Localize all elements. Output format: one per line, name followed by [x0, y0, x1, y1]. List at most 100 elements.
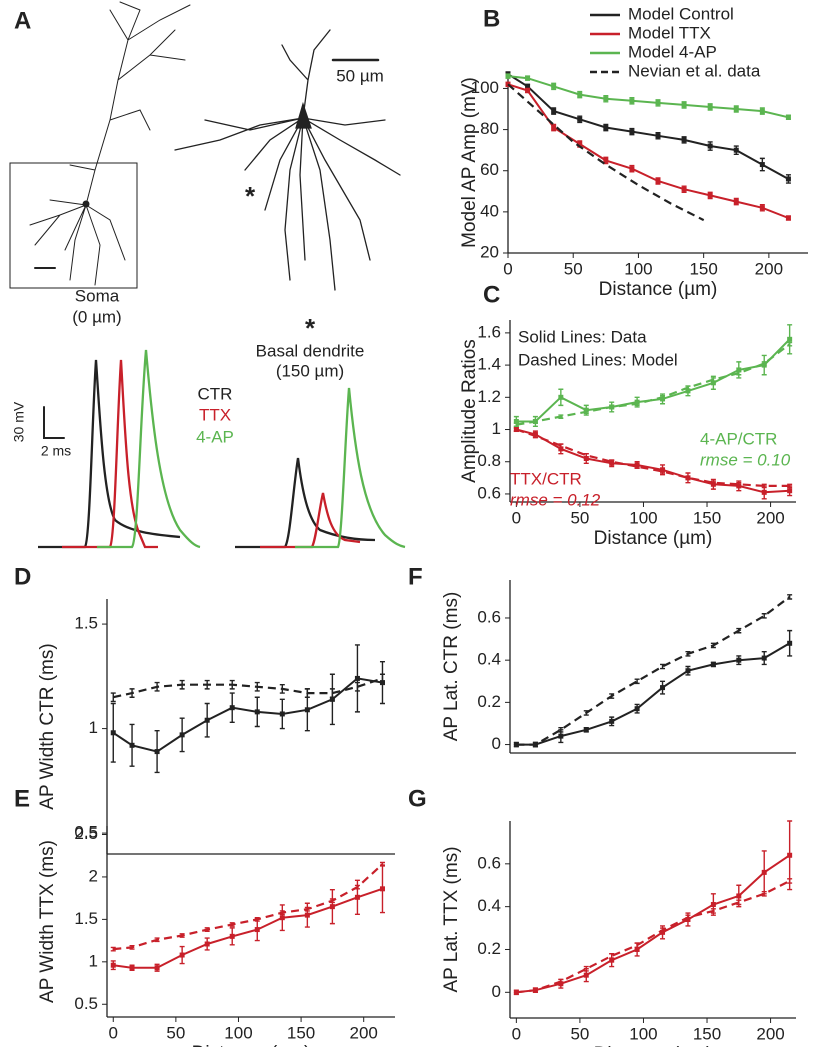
- x-tick-label: 100: [624, 259, 652, 278]
- error-bar: [532, 987, 538, 994]
- legend-label: TTX: [199, 405, 231, 424]
- marker: [354, 894, 360, 900]
- marker: [629, 166, 635, 172]
- error-bar: [154, 937, 160, 943]
- x-tick-label: 100: [629, 508, 657, 527]
- x-tick-label: 0: [512, 1024, 521, 1043]
- error-bar: [736, 899, 742, 906]
- trace-ctr: [235, 457, 376, 549]
- error-bar: [685, 651, 691, 657]
- error-bar: [736, 627, 742, 634]
- marker: [710, 902, 716, 908]
- panel-label: F: [408, 563, 423, 590]
- marker: [785, 215, 791, 221]
- marker: [304, 912, 310, 918]
- x-tick-label: 150: [287, 1023, 315, 1042]
- marker: [629, 98, 635, 104]
- marker: [707, 143, 713, 149]
- x-tick-label: 200: [755, 259, 783, 278]
- trace-ttx: [62, 359, 158, 549]
- chart: F 0 0.2 0.4 0.6 AP Lat. CTR (ms): [408, 563, 796, 754]
- dashed-line: [516, 343, 791, 426]
- error-bar: [532, 741, 538, 748]
- marker: [129, 742, 135, 748]
- x-tick-label: 200: [756, 508, 784, 527]
- trace-4ap: [295, 387, 406, 549]
- marker: [583, 972, 589, 978]
- error-bar: [532, 419, 538, 424]
- x-tick-label: 150: [693, 1024, 721, 1043]
- marker: [204, 941, 210, 947]
- neuron-right: [174, 29, 401, 291]
- chart: G 0 0.2 0.4 0.6 0 50 100 150 200 Distance (µm) AP L…: [408, 785, 796, 1047]
- y-axis-label: Amplitude Ratios: [459, 339, 480, 483]
- marker: [379, 886, 385, 892]
- marker: [660, 685, 666, 691]
- marker: [609, 957, 615, 963]
- error-bar: [279, 910, 285, 915]
- trace-title: (150 µm): [276, 361, 344, 380]
- error-bar: [379, 861, 385, 867]
- marker: [354, 675, 360, 681]
- x-axis-label: Distance (µm): [594, 528, 713, 549]
- trace-title: (0 µm): [72, 307, 121, 326]
- error-bar: [513, 989, 519, 996]
- error-bar: [304, 688, 310, 698]
- x-tick-label: 50: [570, 508, 589, 527]
- marker: [761, 655, 767, 661]
- legend-label: Model Control: [628, 4, 734, 23]
- dashed-line: [516, 428, 790, 487]
- y-tick-label: 1: [89, 951, 98, 970]
- marker: [759, 205, 765, 211]
- marker: [707, 192, 713, 198]
- y-tick-label: 1.5: [74, 909, 98, 928]
- marker: [785, 114, 791, 120]
- y-axis-label: Model AP Amp (mV): [459, 77, 480, 248]
- error-bar: [110, 692, 116, 703]
- y-tick-label: 1.5: [74, 614, 98, 633]
- error-bar: [761, 361, 767, 366]
- y-tick-label: 1.2: [477, 387, 501, 406]
- marker: [685, 668, 691, 674]
- y-tick-label: 1: [492, 419, 501, 438]
- marker: [154, 965, 160, 971]
- panel-label: B: [483, 5, 500, 32]
- error-bar: [154, 681, 160, 692]
- dashed-line: [113, 677, 383, 699]
- error-bar: [532, 433, 538, 439]
- marker: [736, 367, 742, 373]
- marker: [787, 852, 793, 858]
- traces: [38, 349, 406, 549]
- marker: [513, 418, 519, 424]
- marker: [634, 706, 640, 712]
- marker: [759, 162, 765, 168]
- series-line: [112, 677, 383, 753]
- error-bar: [787, 878, 793, 884]
- error-bar: [609, 953, 615, 959]
- y-tick-label: 0.6: [477, 607, 501, 626]
- error-bar: [329, 688, 335, 698]
- inset-box: [9, 162, 138, 289]
- scale-label: 50 µm: [336, 66, 384, 85]
- error-bar: [710, 377, 716, 382]
- error-bar: [634, 678, 640, 685]
- error-bar: [513, 741, 519, 748]
- marker: [603, 125, 609, 131]
- error-bar: [660, 394, 666, 400]
- panel-label: E: [14, 785, 30, 812]
- series-line: [516, 642, 791, 746]
- marker: [179, 732, 185, 738]
- error-bar: [609, 404, 615, 410]
- dendrites: [29, 1, 191, 286]
- soma: [295, 101, 312, 129]
- marker: [609, 718, 615, 724]
- chart: B 20 40 60 80 100 0 50 100 150 200 Distance (µm) Mod…: [459, 4, 808, 300]
- series-line: [516, 854, 791, 994]
- error-bar: [229, 922, 235, 927]
- series-line: [113, 887, 383, 969]
- marker: [558, 394, 564, 400]
- trace-ttx: [260, 492, 361, 549]
- marker: [761, 489, 767, 495]
- error-bar: [660, 469, 666, 474]
- marker: [229, 933, 235, 939]
